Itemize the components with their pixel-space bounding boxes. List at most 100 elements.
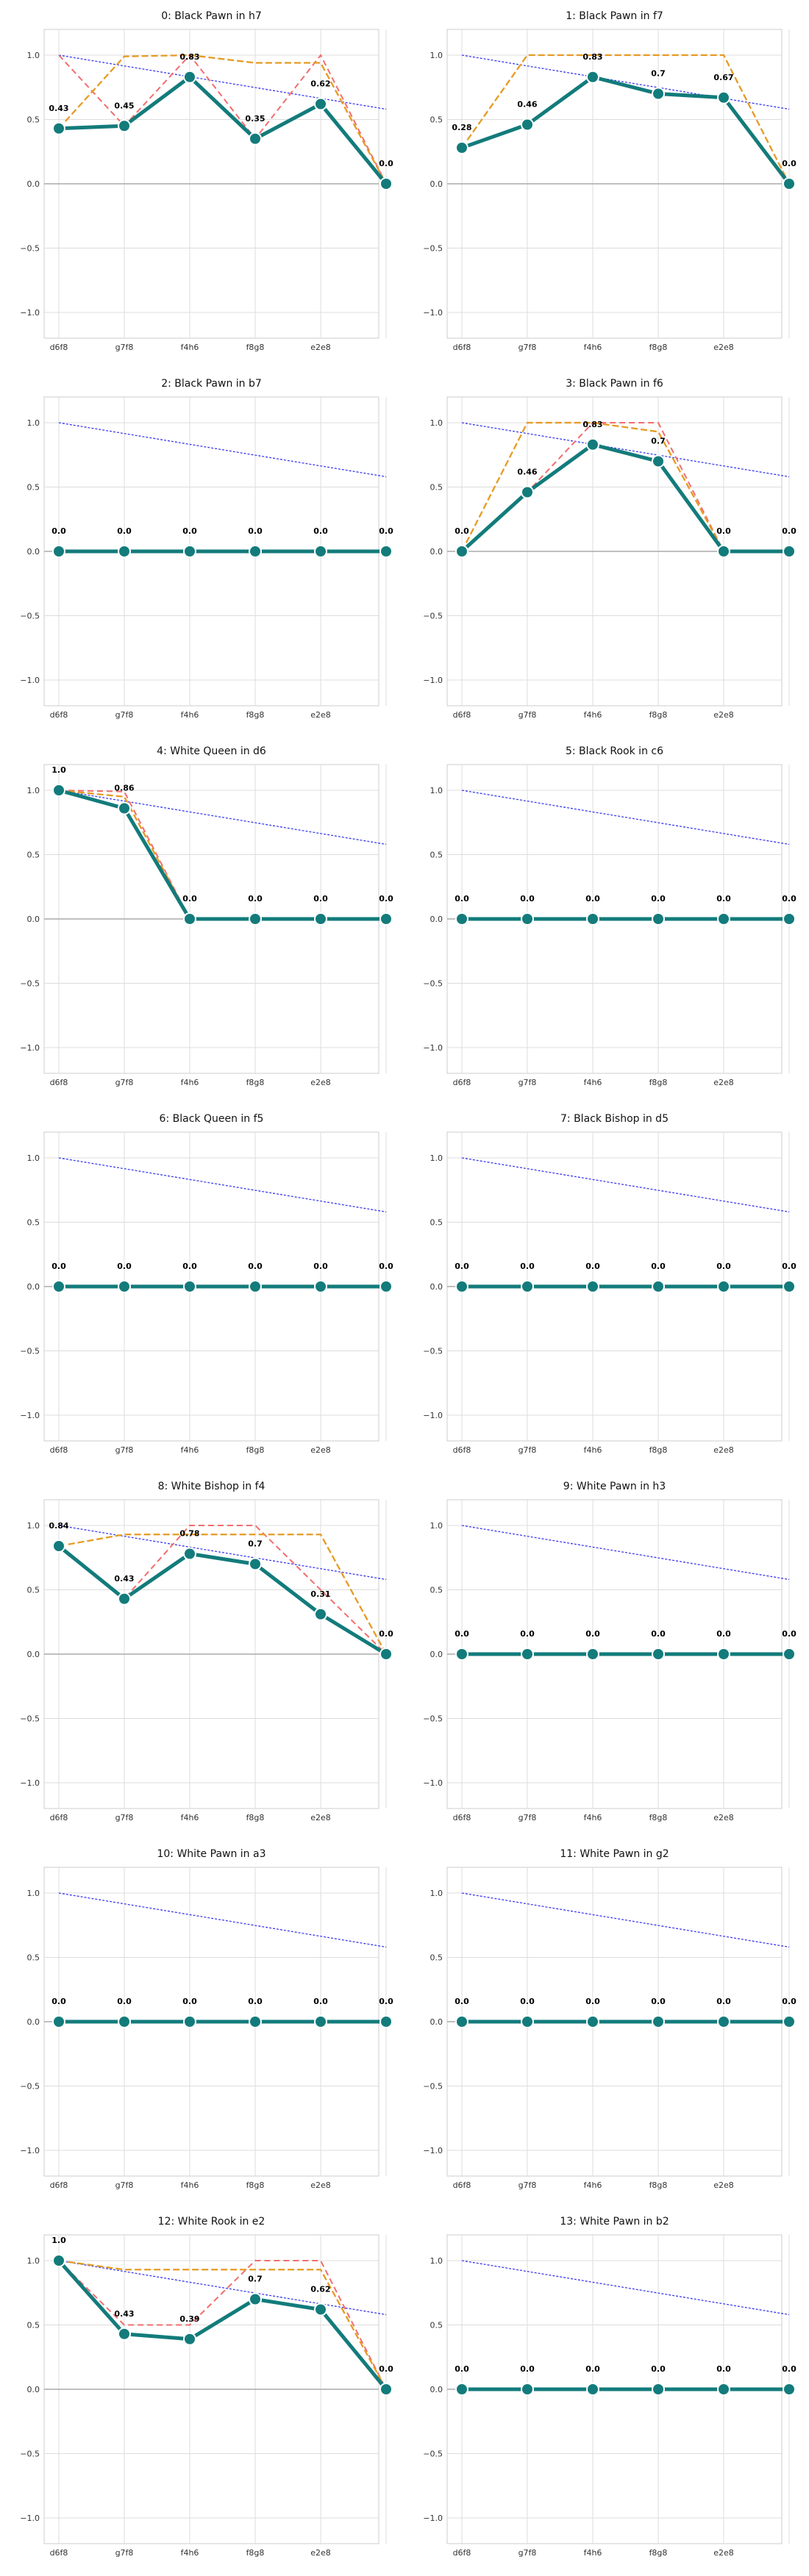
x-tick-label: d6f8 — [50, 710, 68, 720]
data-label: 0.0 — [313, 1262, 328, 1271]
data-point — [783, 1280, 796, 1293]
x-tick-label: g7f8 — [115, 710, 134, 720]
y-tick-label: −0.5 — [20, 979, 40, 989]
y-tick-label: 0.5 — [27, 1586, 40, 1595]
data-point — [183, 545, 196, 558]
x-tick-label: e2e8 — [310, 710, 331, 720]
y-tick-label: −0.5 — [20, 244, 40, 254]
data-label: 0.0 — [585, 1629, 600, 1639]
x-tick-label: d6f8 — [50, 1445, 68, 1455]
data-label: 0.0 — [716, 2364, 731, 2374]
data-label: 0.0 — [379, 1997, 393, 2006]
y-tick-label: −1.0 — [423, 1778, 443, 1788]
x-tick-label: f8g8 — [649, 2548, 668, 2558]
y-tick-label: −0.5 — [423, 2450, 443, 2459]
data-label: 0.0 — [379, 159, 393, 168]
data-point — [52, 2254, 65, 2267]
x-tick-label: f4h6 — [584, 710, 602, 720]
x-tick-label: e2e8 — [310, 1813, 331, 1822]
data-label: 0.0 — [379, 526, 393, 536]
y-tick-label: 0.5 — [430, 115, 443, 125]
data-point — [586, 1280, 599, 1293]
trend-line — [58, 1525, 387, 1581]
data-label: 0.0 — [782, 1262, 796, 1271]
data-point — [52, 1539, 65, 1553]
y-tick-label: 0.5 — [27, 483, 40, 493]
data-label: 0.0 — [51, 1997, 66, 2006]
y-tick-label: −0.5 — [423, 979, 443, 989]
data-label: 0.7 — [651, 69, 666, 79]
trend-line — [58, 1892, 387, 1948]
data-point — [118, 1280, 131, 1293]
trend-line — [58, 1157, 387, 1213]
x-tick-label: e2e8 — [310, 343, 331, 352]
y-tick-label: 0.5 — [430, 851, 443, 860]
x-tick-label: f8g8 — [246, 1078, 265, 1087]
data-point — [521, 1280, 534, 1293]
chart-panel: −1.0 −0.5 0.0 0.5 1.0 d6f8 g7f8 f4h6 f8g8 e2e8 11:… — [423, 1848, 796, 2190]
x-tick-label: d6f8 — [453, 1813, 471, 1822]
x-tick-label: f8g8 — [649, 1813, 668, 1822]
data-label: 0.43 — [49, 104, 68, 113]
data-point — [249, 912, 262, 926]
x-tick-label: e2e8 — [713, 2180, 734, 2190]
data-label: 0.0 — [182, 894, 197, 904]
data-label: 0.0 — [782, 1629, 796, 1639]
data-point — [521, 485, 534, 499]
data-label: 0.0 — [651, 1629, 666, 1639]
data-point — [183, 70, 196, 84]
chart-title: 9: White Pawn in h3 — [563, 1481, 666, 1492]
y-tick-label: 1.0 — [430, 418, 443, 428]
y-tick-label: −0.5 — [20, 612, 40, 621]
x-tick-label: f8g8 — [246, 710, 265, 720]
data-point — [118, 1592, 131, 1606]
x-tick-label: f4h6 — [181, 710, 199, 720]
y-tick-label: 1.0 — [27, 2256, 40, 2266]
chart-title: 6: Black Queen in f5 — [160, 1113, 264, 1125]
y-tick-label: −0.5 — [423, 2082, 443, 2092]
series-dashed-orange — [58, 54, 388, 185]
data-point — [652, 2015, 665, 2028]
series-dashed-orange — [461, 54, 791, 185]
chart-title: 11: White Pawn in g2 — [560, 1848, 669, 1860]
data-point — [52, 784, 65, 797]
data-point — [52, 545, 65, 558]
chart-title: 0: Black Pawn in h7 — [161, 10, 262, 22]
x-tick-label: d6f8 — [453, 1078, 471, 1087]
data-point — [379, 177, 393, 190]
x-tick-label: f8g8 — [649, 2180, 668, 2190]
y-tick-label: 0.0 — [27, 2017, 40, 2027]
data-point — [183, 912, 196, 926]
data-point — [249, 1280, 262, 1293]
chart-panel: −1.0 −0.5 0.0 0.5 1.0 d6f8 g7f8 f4h6 f8g8 e2e8 4: … — [20, 745, 393, 1087]
trend-line — [58, 54, 387, 110]
trend-line — [461, 790, 790, 845]
data-label: 0.0 — [782, 159, 796, 168]
chart-panel: −1.0 −0.5 0.0 0.5 1.0 d6f8 g7f8 f4h6 f8g8 e2e8 10:… — [20, 1848, 393, 2190]
x-tick-label: d6f8 — [453, 2180, 471, 2190]
y-tick-label: 0.0 — [430, 1282, 443, 1292]
data-label: 0.0 — [313, 526, 328, 536]
chart-panel: −1.0 −0.5 0.0 0.5 1.0 d6f8 g7f8 f4h6 f8g8 e2e8 5: … — [423, 745, 796, 1087]
data-point — [249, 132, 262, 146]
x-tick-label: f4h6 — [181, 1813, 199, 1822]
x-tick-label: d6f8 — [453, 2548, 471, 2558]
trend-line — [461, 1892, 790, 1948]
x-tick-label: f8g8 — [649, 1445, 668, 1455]
y-tick-label: 0.5 — [27, 1953, 40, 1963]
x-tick-label: f8g8 — [246, 2180, 265, 2190]
data-point — [586, 2383, 599, 2396]
data-point — [652, 2383, 665, 2396]
data-point — [652, 1280, 665, 1293]
data-label: 0.0 — [51, 1262, 66, 1271]
data-label: 0.0 — [455, 1262, 469, 1271]
y-tick-label: 0.5 — [27, 851, 40, 860]
data-point — [521, 912, 534, 926]
data-label: 0.39 — [179, 2314, 199, 2324]
data-label: 0.0 — [117, 526, 132, 536]
chart-title: 7: Black Bishop in d5 — [560, 1113, 669, 1125]
data-label: 0.0 — [520, 1629, 535, 1639]
x-tick-label: d6f8 — [50, 2548, 68, 2558]
data-point — [717, 1647, 730, 1661]
chart-title: 12: White Rook in e2 — [158, 2216, 265, 2228]
